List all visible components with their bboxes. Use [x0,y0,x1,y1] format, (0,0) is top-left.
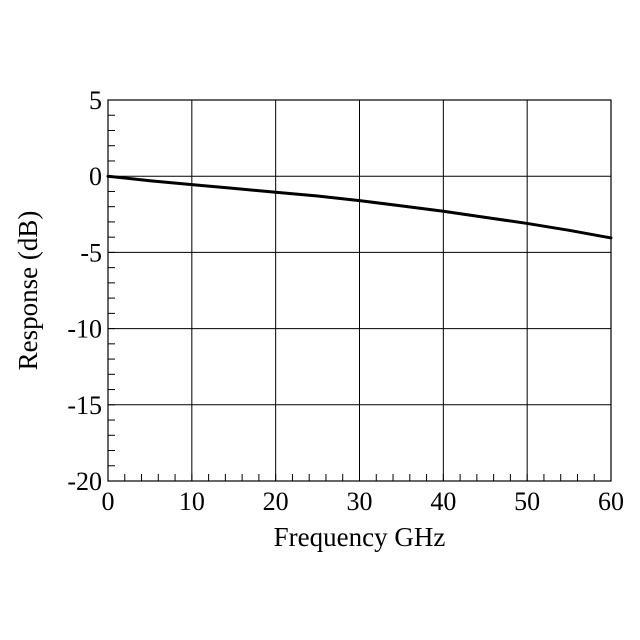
y-tick-label-5: 5 [89,86,102,115]
x-axis-label: Frequency GHz [274,522,446,552]
y-tick-label-1: -15 [67,391,102,420]
x-tick-label-2: 20 [263,487,289,516]
y-tick-label-0: -20 [67,467,102,496]
y-tick-labels: -20 -15 -10 -5 0 5 [67,86,102,496]
x-tick-label-6: 60 [598,487,624,516]
y-axis-label: Response (dB) [13,211,43,371]
x-tick-label-1: 10 [179,487,205,516]
x-tick-label-0: 0 [102,487,115,516]
x-tick-labels: 0 10 20 30 40 50 60 [102,487,625,516]
x-tick-label-3: 30 [347,487,373,516]
x-tick-label-5: 50 [514,487,540,516]
y-tick-label-4: 0 [89,162,102,191]
x-tick-label-4: 40 [430,487,456,516]
grid [108,100,611,481]
y-tick-label-2: -10 [67,315,102,344]
y-tick-label-3: -5 [80,238,102,267]
